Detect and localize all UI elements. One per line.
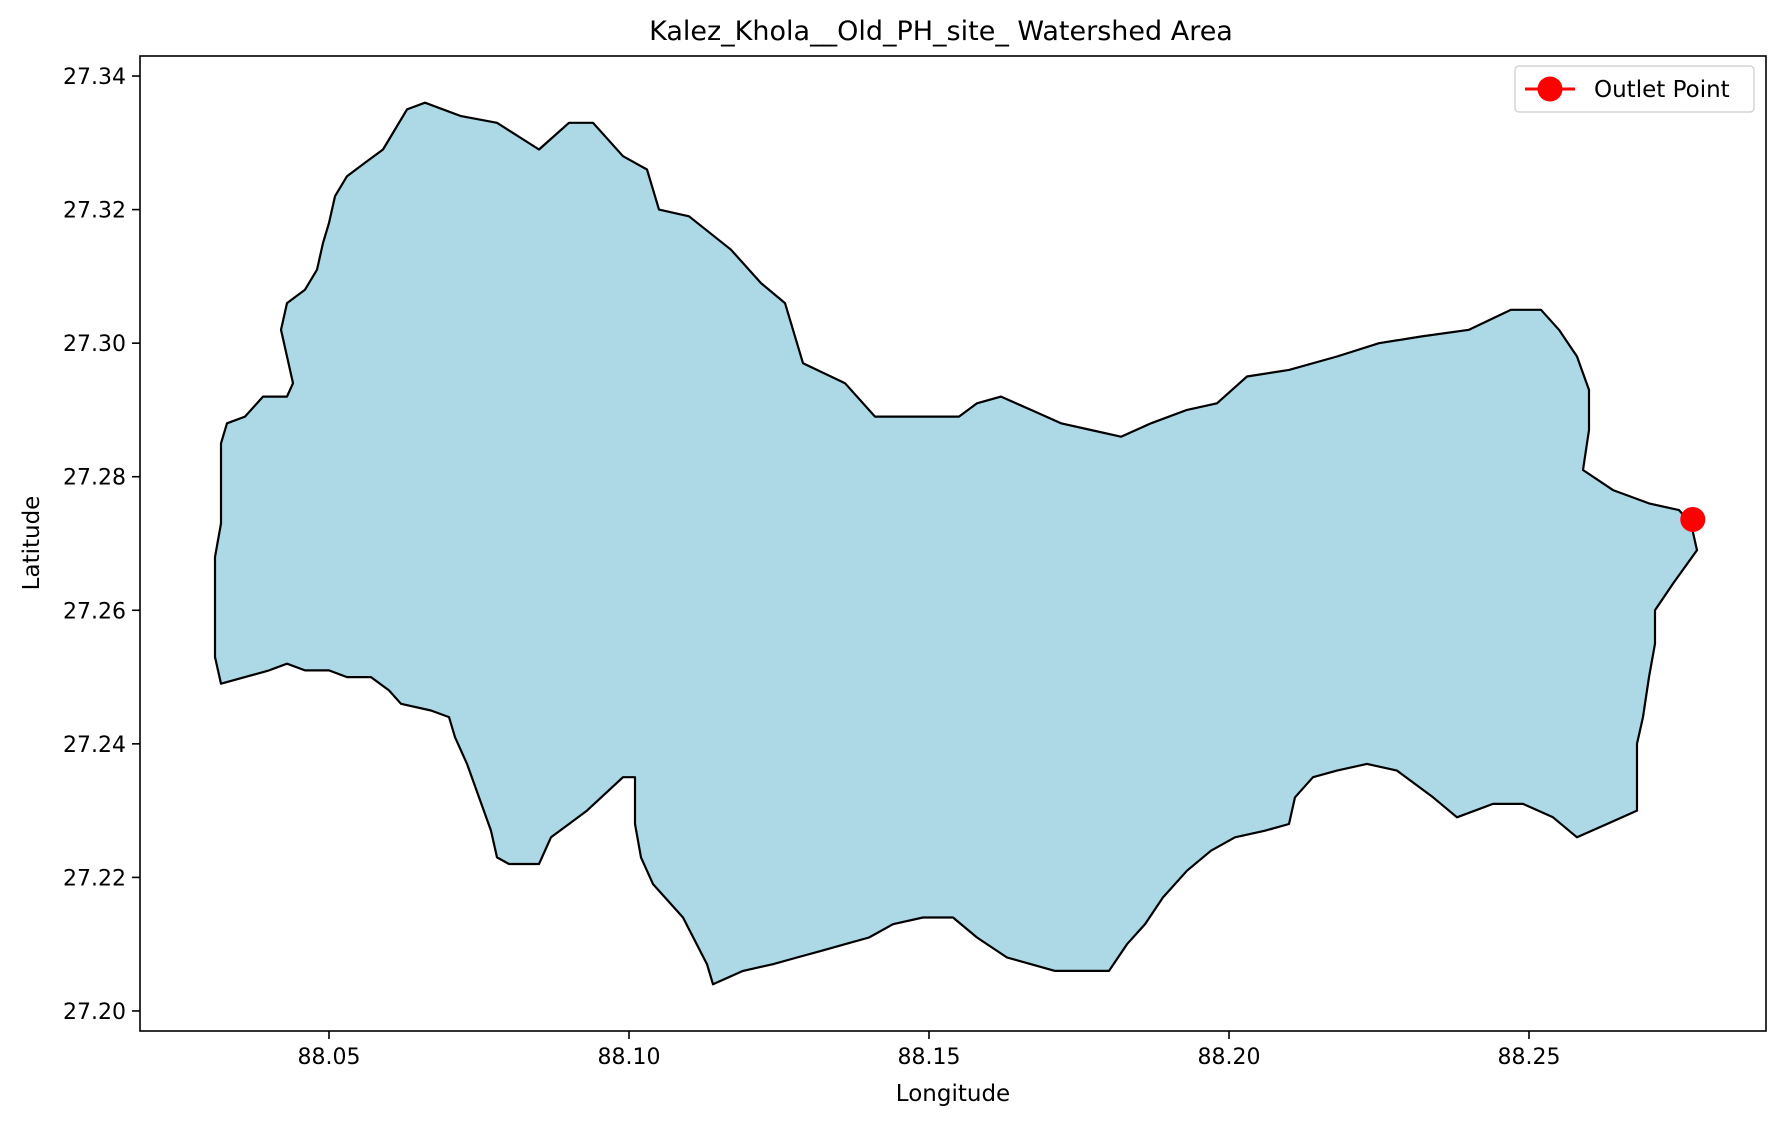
x-tick-label: 88.15: [898, 1045, 961, 1070]
x-tick-label: 88.10: [598, 1045, 661, 1070]
legend: Outlet Point: [1514, 65, 1755, 113]
y-axis-ticks: 27.20 27.22 27.24 27.26 27.28 27.30 27.32 27.34: [63, 65, 140, 1025]
watershed-polygon: [213, 101, 1699, 986]
y-axis-label: Latitude: [19, 496, 45, 591]
x-tick-label: 88.25: [1498, 1045, 1561, 1070]
axes-frame: [139, 55, 1767, 1032]
chart-title: Kalez_Khola__Old_PH_site_ Watershed Area: [649, 16, 1233, 47]
y-tick-label: 27.30: [63, 332, 126, 357]
legend-box: [1514, 65, 1755, 113]
x-tick-label: 88.05: [298, 1045, 361, 1070]
legend-marker-swatch: [1537, 76, 1563, 102]
x-axis-label: Longitude: [896, 1081, 1010, 1107]
outlet-point-marker: [1680, 506, 1706, 532]
plot-area: [213, 101, 1706, 986]
x-axis-ticks: 88.05 88.10 88.15 88.20 88.25: [298, 1031, 1561, 1070]
y-tick-label: 27.24: [63, 733, 126, 758]
y-tick-label: 27.26: [63, 599, 126, 624]
y-tick-label: 27.32: [63, 199, 126, 224]
x-tick-label: 88.20: [1198, 1045, 1261, 1070]
y-tick-label: 27.34: [63, 65, 126, 90]
y-tick-label: 27.28: [63, 466, 126, 491]
y-tick-label: 27.22: [63, 866, 126, 891]
y-tick-label: 27.20: [63, 1000, 126, 1025]
legend-label-outlet-point: Outlet Point: [1594, 77, 1730, 103]
